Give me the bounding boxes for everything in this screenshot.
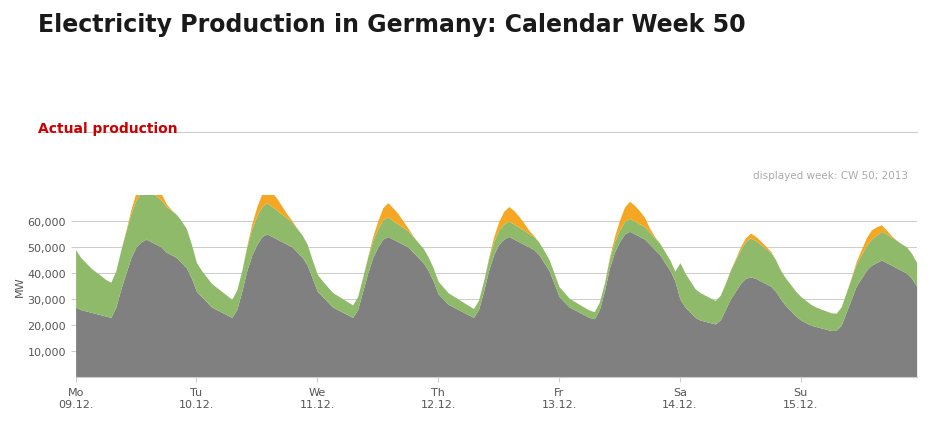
Text: displayed week: CW 50; 2013: displayed week: CW 50; 2013	[752, 171, 907, 181]
Text: Actual production: Actual production	[38, 122, 177, 135]
Y-axis label: MW: MW	[14, 276, 25, 297]
Text: Electricity Production in Germany: Calendar Week 50: Electricity Production in Germany: Calen…	[38, 13, 745, 37]
